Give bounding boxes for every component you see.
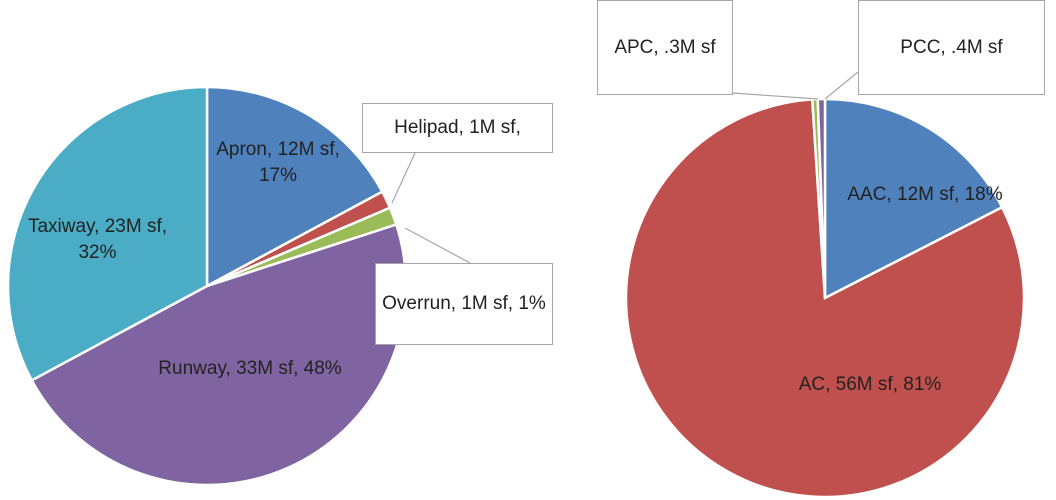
leader-line <box>404 227 471 264</box>
data-label: APC, .3M sf <box>597 0 733 95</box>
leader-line <box>391 152 416 204</box>
data-label: Helipad, 1M sf, <box>362 103 553 153</box>
pie-slice <box>624 98 1026 499</box>
data-label: Apron, 12M sf, 17% <box>216 139 340 186</box>
data-label: AC, 56M sf, 81% <box>798 374 942 395</box>
pie-slice <box>205 85 384 289</box>
pie-slice <box>823 97 1004 301</box>
leader-line <box>824 71 859 100</box>
leader-line <box>732 92 819 100</box>
data-label: Overrun, 1M sf, 1% <box>375 263 553 345</box>
data-label: PCC, .4M sf <box>858 0 1045 95</box>
data-label: Taxiway, 23M sf, 32% <box>27 216 168 263</box>
data-label: Runway, 33M sf, 48% <box>158 358 342 379</box>
data-label: AAC, 12M sf, 18% <box>847 184 1003 205</box>
pie-slice <box>6 85 209 382</box>
